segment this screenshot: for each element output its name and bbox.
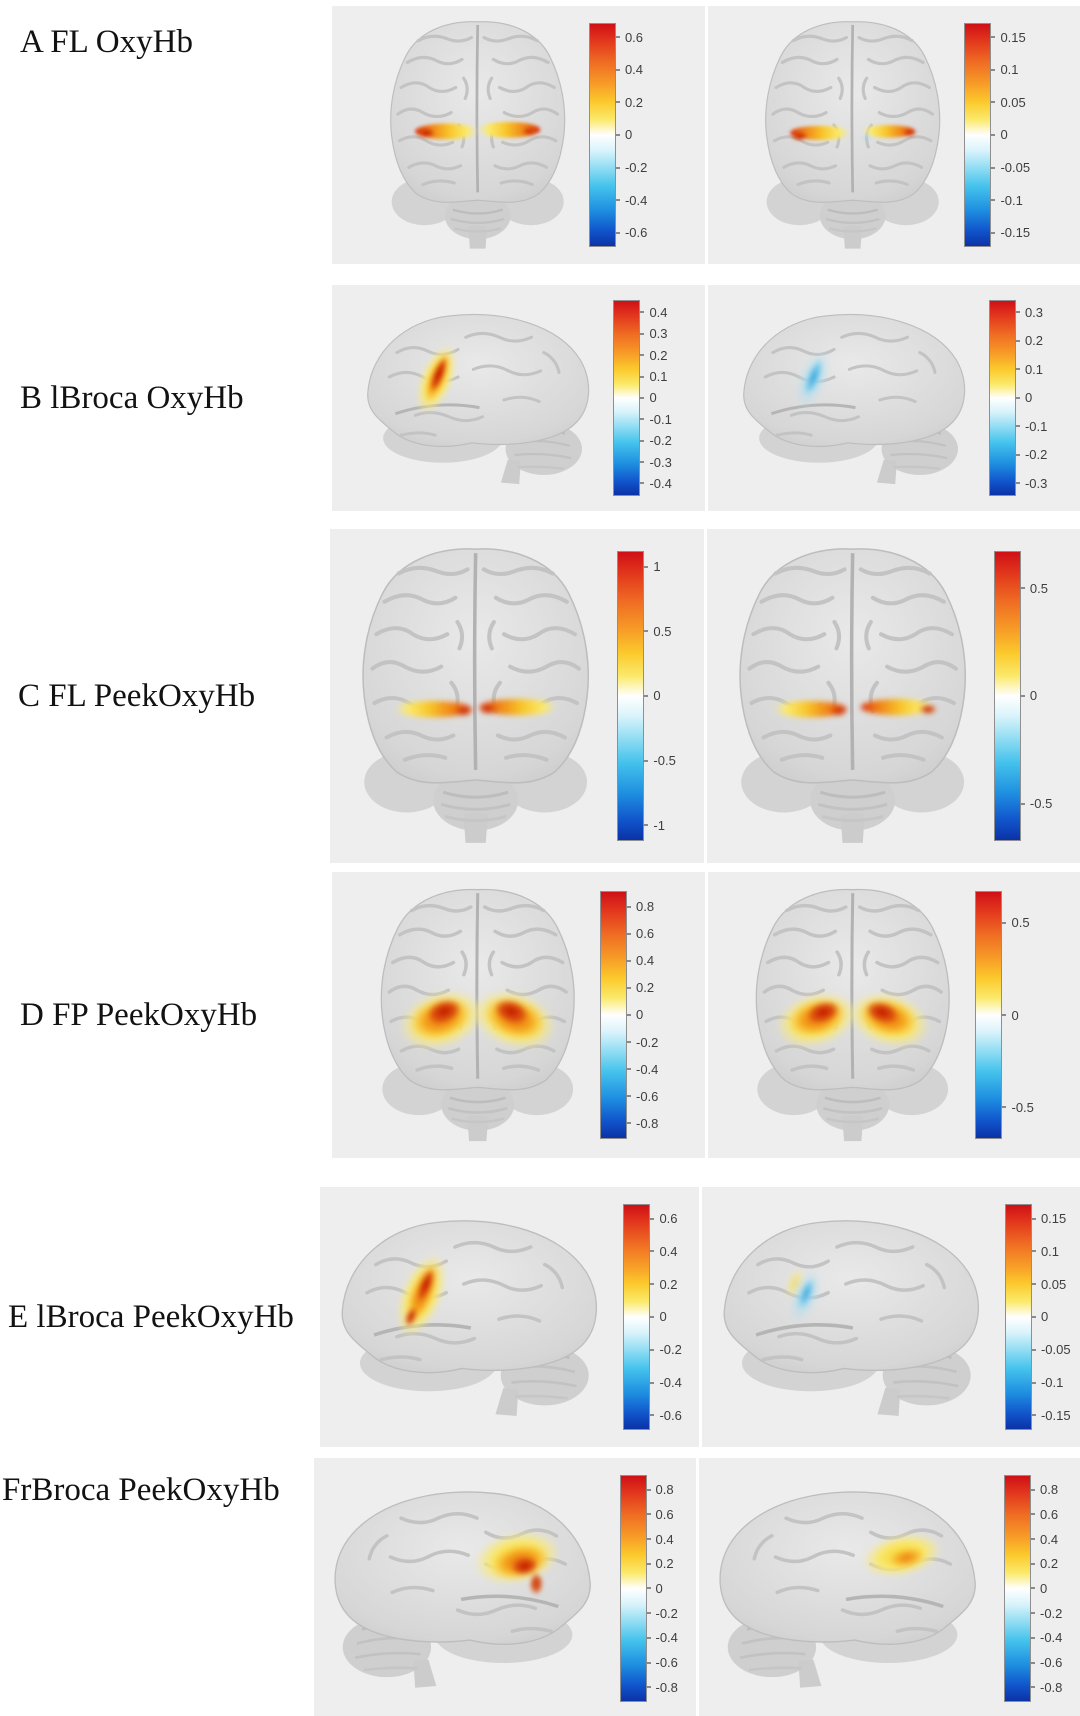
colorbar: 0.15 0.1 0.05 0 -0.05 -0.1 -0.15 xyxy=(1004,1203,1077,1431)
brain-view-f-left: 0.8 0.6 0.4 0.2 0 -0.2 -0.4 -0.6 -0.8 xyxy=(314,1458,696,1716)
colorbar-ticks: 1 0.5 0 -0.5 -1 xyxy=(653,559,676,833)
brain-render-lateral-left xyxy=(705,1203,995,1432)
brain-panel-d: 0.8 0.6 0.4 0.2 0 -0.2 -0.4 -0.6 -0.8 xyxy=(332,872,1080,1158)
activation-overlay-positive xyxy=(775,991,930,1048)
colorbar-ticks: 0.6 0.4 0.2 0 -0.2 -0.4 -0.6 xyxy=(659,1211,682,1423)
colorbar-ticks: 0.15 0.1 0.05 0 -0.05 -0.1 -0.15 xyxy=(1000,29,1031,241)
brain-render-frontal xyxy=(751,14,954,257)
colorbar: 0.5 0 -0.5 xyxy=(975,890,1047,1140)
colorbar: 0.8 0.6 0.4 0.2 0 -0.2 -0.4 -0.6 -0.8 xyxy=(1004,1474,1076,1703)
colorbar-ticks: 0.8 0.6 0.4 0.2 0 -0.2 -0.4 -0.6 -0.8 xyxy=(635,899,659,1131)
colorbar-gradient xyxy=(988,299,1016,497)
brain-render-lateral-right xyxy=(318,1474,610,1704)
brain-view-d-right: 0.5 0 -0.5 xyxy=(707,872,1080,1158)
brain-panel-b: 0.4 0.3 0.2 0.1 0 -0.1 -0.2 -0.3 -0.4 0.3 0.2 0.1 0… xyxy=(332,285,1080,511)
colorbar-gradient xyxy=(975,890,1003,1140)
activation-overlay-positive xyxy=(398,988,556,1050)
activation-overlay-positive xyxy=(790,124,917,142)
row-label-col: C FL PeekOxyHb xyxy=(0,529,330,863)
row-label-col: A FL OxyHb xyxy=(0,6,332,264)
colorbar-gradient xyxy=(1004,1474,1031,1703)
brain-view-a-right: 0.15 0.1 0.05 0 -0.05 -0.1 -0.15 xyxy=(707,6,1080,264)
colorbar: 0.6 0.4 0.2 0 -0.2 -0.4 -0.6 xyxy=(623,1203,695,1431)
colorbar-gradient xyxy=(588,22,616,248)
brain-panel-c: 1 0.5 0 -0.5 -1 0.5 0 -0.5 xyxy=(330,529,1080,863)
brain-panel-e: 0.6 0.4 0.2 0 -0.2 -0.4 -0.6 0.15 0.1 0.05 0 -0.05… xyxy=(320,1187,1080,1447)
colorbar-gradient xyxy=(964,22,992,248)
brain-panel-f: 0.8 0.6 0.4 0.2 0 -0.2 -0.4 -0.6 -0.8 0.8 0.6 0.4 0 xyxy=(314,1458,1080,1716)
activation-overlay-positive xyxy=(415,344,458,414)
colorbar-ticks: 0.5 0 -0.5 xyxy=(1029,580,1053,811)
activation-overlay-negative xyxy=(793,348,831,410)
brain-render-lateral-left xyxy=(323,1203,613,1432)
colorbar-gradient xyxy=(623,1203,651,1431)
colorbar: 0.15 0.1 0.05 0 -0.05 -0.1 -0.15 xyxy=(964,22,1036,248)
brain-render-frontal xyxy=(740,881,965,1150)
brain-view-c-left: 1 0.5 0 -0.5 -1 xyxy=(330,529,704,863)
brain-view-e-left: 0.6 0.4 0.2 0 -0.2 -0.4 -0.6 xyxy=(320,1187,699,1447)
row-label-c: C FL PeekOxyHb xyxy=(18,677,256,714)
brain-render-frontal xyxy=(344,539,607,853)
row-label-col: B lBroca OxyHb xyxy=(0,285,332,511)
brain-render-lateral-left xyxy=(351,299,603,498)
colorbar-ticks: 0.15 0.1 0.05 0 -0.05 -0.1 -0.15 xyxy=(1040,1211,1071,1423)
brain-view-f-right: 0.8 0.6 0.4 0.2 0 -0.2 -0.4 -0.6 -0.8 xyxy=(698,1458,1080,1716)
row-label-col: E lBroca PeekOxyHb xyxy=(0,1187,320,1447)
activation-overlay-positive xyxy=(473,1530,561,1595)
colorbar: 0.8 0.6 0.4 0.2 0 -0.2 -0.4 -0.6 -0.8 xyxy=(619,1474,692,1703)
brain-render-frontal xyxy=(365,881,590,1150)
brain-view-e-right: 0.15 0.1 0.05 0 -0.05 -0.1 -0.15 xyxy=(701,1187,1080,1447)
colorbar-gradient xyxy=(613,299,641,497)
colorbar: 0.5 0 -0.5 xyxy=(993,550,1066,842)
colorbar-gradient xyxy=(619,1474,647,1703)
colorbar-ticks: 0.4 0.3 0.2 0.1 0 -0.1 -0.2 -0.3 -0.4 xyxy=(649,304,672,491)
row-label-col: FrBroca PeekOxyHb xyxy=(0,1458,314,1716)
brain-render-frontal xyxy=(721,539,984,853)
activation-overlay-positive xyxy=(414,121,540,139)
brain-panel-a: 0.6 0.4 0.2 0 -0.2 -0.4 -0.6 0.15 0.1 0 xyxy=(332,6,1080,264)
row-label-e: E lBroca PeekOxyHb xyxy=(8,1298,294,1335)
colorbar-ticks: 0.8 0.6 0.4 0.2 0 -0.2 -0.4 -0.6 -0.8 xyxy=(655,1482,678,1695)
colorbar-gradient xyxy=(617,550,645,842)
activation-overlay-positive xyxy=(396,1253,448,1337)
row-label-d: D FP PeekOxyHb xyxy=(20,996,258,1033)
brain-render-frontal xyxy=(376,14,579,257)
colorbar-ticks: 0.5 0 -0.5 xyxy=(1011,915,1034,1115)
activation-overlay-positive xyxy=(861,1532,942,1578)
activation-overlay-positive xyxy=(394,699,557,718)
brain-render-lateral-right xyxy=(703,1474,995,1704)
figure-row-b: B lBroca OxyHb 0.4 0.3 0.2 0.1 0 -0.1 -0.2 -0.3… xyxy=(0,285,1080,511)
row-label-col: D FP PeekOxyHb xyxy=(0,872,332,1158)
activation-overlay-positive xyxy=(773,699,937,718)
brain-view-d-left: 0.8 0.6 0.4 0.2 0 -0.2 -0.4 -0.6 -0.8 xyxy=(332,872,705,1158)
activation-overlay-negative xyxy=(784,1267,822,1324)
colorbar: 0.8 0.6 0.4 0.2 0 -0.2 -0.4 -0.6 -0.8 xyxy=(599,890,672,1140)
brain-view-b-right: 0.3 0.2 0.1 0 -0.1 -0.2 -0.3 xyxy=(707,285,1080,511)
colorbar-gradient xyxy=(599,890,627,1140)
row-label-b: B lBroca OxyHb xyxy=(20,379,244,416)
figure-row-c: C FL PeekOxyHb 1 0.5 0 -0.5 -1 xyxy=(0,529,1080,863)
row-label-f: FrBroca PeekOxyHb xyxy=(2,1472,280,1508)
colorbar: 0.4 0.3 0.2 0.1 0 -0.1 -0.2 -0.3 -0.4 xyxy=(613,299,685,497)
colorbar-ticks: 0.3 0.2 0.1 0 -0.1 -0.2 -0.3 xyxy=(1024,304,1048,491)
brain-view-c-right: 0.5 0 -0.5 xyxy=(706,529,1080,863)
activation-overlay-negative xyxy=(859,133,874,142)
colorbar: 0.6 0.4 0.2 0 -0.2 -0.4 -0.6 xyxy=(588,22,661,248)
colorbar: 1 0.5 0 -0.5 -1 xyxy=(617,550,689,842)
colorbar-ticks: 0.6 0.4 0.2 0 -0.2 -0.4 -0.6 xyxy=(624,29,648,241)
row-label-a: A FL OxyHb xyxy=(20,24,193,60)
colorbar-gradient xyxy=(1004,1203,1032,1431)
figure-row-d: D FP PeekOxyHb xyxy=(0,872,1080,1158)
colorbar-ticks: 0.8 0.6 0.4 0.2 0 -0.2 -0.4 -0.6 -0.8 xyxy=(1040,1482,1063,1695)
colorbar: 0.3 0.2 0.1 0 -0.1 -0.2 -0.3 xyxy=(988,299,1061,497)
figure-row-f: FrBroca PeekOxyHb xyxy=(0,1458,1080,1716)
figure-row-e: E lBroca PeekOxyHb 0.6 0.4 0.2 0 -0.2 -0.4 -0.… xyxy=(0,1187,1080,1447)
brain-view-b-left: 0.4 0.3 0.2 0.1 0 -0.1 -0.2 -0.3 -0.4 xyxy=(332,285,705,511)
brain-render-lateral-left xyxy=(727,299,979,498)
colorbar-gradient xyxy=(993,550,1021,842)
brain-view-a-left: 0.6 0.4 0.2 0 -0.2 -0.4 -0.6 xyxy=(332,6,705,264)
figure-row-a: A FL OxyHb 0.6 0.4 0.2 0 -0.2 -0.4 -0.6 xyxy=(0,6,1080,264)
